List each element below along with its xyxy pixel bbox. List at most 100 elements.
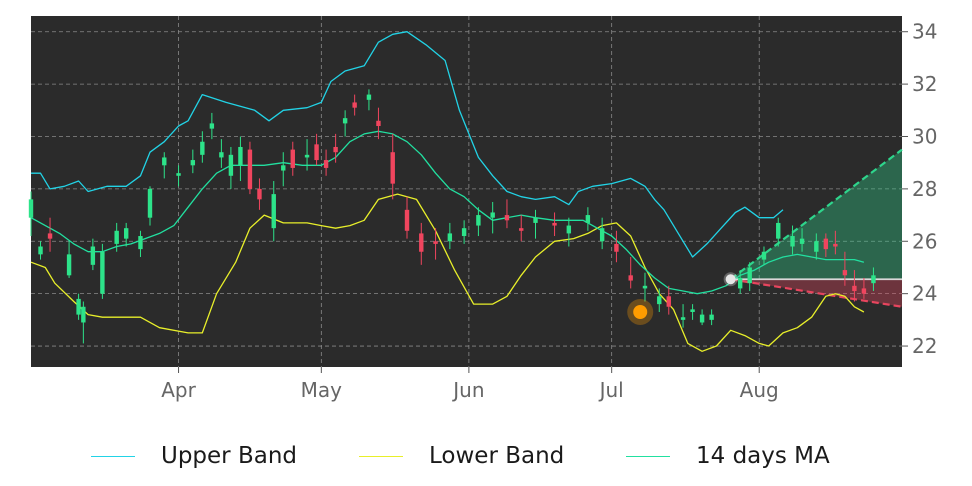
candle-body-up <box>642 285 648 289</box>
candle-body-down <box>504 215 510 221</box>
x-tick-label: Aug <box>740 378 779 402</box>
candle-body-up <box>90 246 96 265</box>
upper-band-line <box>31 31 784 258</box>
legend-item-lower-band: Lower Band <box>359 436 564 476</box>
axes: 22 24 26 28 30 32 34 Apr May Jun Jul Aug <box>161 20 937 402</box>
legend-item-ma: 14 days MA <box>626 436 830 476</box>
candle-body-down <box>314 144 319 161</box>
candle-body-down <box>852 285 857 292</box>
candle-body-down <box>290 149 295 168</box>
x-tick-label: Apr <box>161 378 196 402</box>
candle-body-up <box>138 236 143 250</box>
last-price-marker-dot <box>725 274 736 285</box>
candle-body-up <box>447 233 453 242</box>
candle-body-up <box>490 212 495 218</box>
candle-body-down <box>823 238 829 250</box>
candle-body-up <box>585 215 591 223</box>
candle-body-up <box>461 228 467 237</box>
candle-body-up <box>281 165 286 171</box>
candle-body-down <box>628 275 633 281</box>
legend-swatch-upper-band <box>91 455 135 457</box>
grid <box>31 16 902 367</box>
candle-body-up <box>114 230 119 244</box>
candle-body-up <box>566 225 572 234</box>
y-tick-label: 28 <box>912 177 937 201</box>
candle-body-up <box>790 236 795 247</box>
candle-body-up <box>219 152 224 158</box>
legend-swatch-lower-band <box>359 455 403 457</box>
candle-body-up <box>228 154 234 176</box>
candle-body-up <box>38 246 43 255</box>
candle-body-up <box>200 141 205 155</box>
candle-body-down <box>552 222 557 226</box>
candle-body-up <box>814 241 819 252</box>
candle-body-up <box>271 194 276 229</box>
candle-body-down <box>333 146 338 153</box>
legend-label-upper-band: Upper Band <box>161 443 298 469</box>
candle-body-down <box>247 149 253 189</box>
candle-body-up <box>709 314 714 320</box>
candle-body-up <box>680 317 686 320</box>
legend-item-upper-band: Upper Band <box>91 436 297 476</box>
legend-label-lower-band: Lower Band <box>429 443 565 469</box>
candle-body-up <box>162 157 167 166</box>
candle-body-up <box>871 275 876 284</box>
candles <box>28 89 876 344</box>
candle-body-down <box>842 270 848 276</box>
candle-body-up <box>476 215 481 226</box>
markers <box>627 272 738 325</box>
candle-body-down <box>433 241 438 244</box>
candle-body-up <box>176 173 181 176</box>
candle-body-down <box>614 243 619 252</box>
candle-body-up <box>100 251 105 294</box>
candle-body-up <box>366 94 372 100</box>
candle-body-down <box>519 228 524 231</box>
y-tick-label: 32 <box>912 72 937 96</box>
candle-body-up <box>190 160 196 166</box>
candle-body-down <box>419 233 424 252</box>
projection-upside-line <box>729 148 903 281</box>
candle-body-up <box>776 222 781 239</box>
projection-downside-line <box>730 278 903 308</box>
candle-body-down <box>390 152 395 184</box>
candle-body-down <box>47 233 53 239</box>
candle-body-up <box>761 251 767 260</box>
legend: Upper Band Lower Band 14 days MA <box>0 436 972 476</box>
candle-body-up <box>66 254 72 276</box>
candle-body-up <box>690 309 695 312</box>
candle-body-up <box>209 123 215 129</box>
candle-body-up <box>238 146 243 166</box>
candle-body-down <box>861 288 867 294</box>
candle-body-down <box>833 243 838 247</box>
plot-background <box>31 16 902 367</box>
legend-swatch-ma <box>626 455 670 457</box>
candle-body-up <box>799 238 805 244</box>
candle-body-down <box>323 160 329 168</box>
candle-body-up <box>123 228 129 239</box>
y-tick-label: 22 <box>912 334 937 358</box>
candle-body-up <box>599 228 605 242</box>
candle-body-down <box>352 102 357 108</box>
candle-body-up <box>147 188 153 218</box>
candle-body-down <box>404 209 410 231</box>
candle-body-up <box>342 118 348 124</box>
candle-body-up <box>81 306 86 323</box>
low-marker-dot <box>633 304 648 319</box>
candle-body-down <box>666 296 671 307</box>
candle-body-up <box>737 277 743 289</box>
candle-body-up <box>533 217 538 223</box>
legend-label-ma: 14 days MA <box>696 443 830 469</box>
candle-body-up <box>747 267 752 284</box>
y-tick-label: 34 <box>912 20 937 44</box>
y-tick-label: 24 <box>912 282 937 306</box>
x-tick-label: Jul <box>598 378 624 402</box>
candle-body-up <box>657 296 662 305</box>
projection <box>729 148 903 308</box>
y-tick-label: 30 <box>912 124 937 148</box>
candle-body-up <box>28 199 34 218</box>
candle-body-up <box>699 314 705 323</box>
candle-body-up <box>76 298 81 315</box>
lower-band-line <box>30 193 865 352</box>
candle-body-down <box>257 188 262 200</box>
